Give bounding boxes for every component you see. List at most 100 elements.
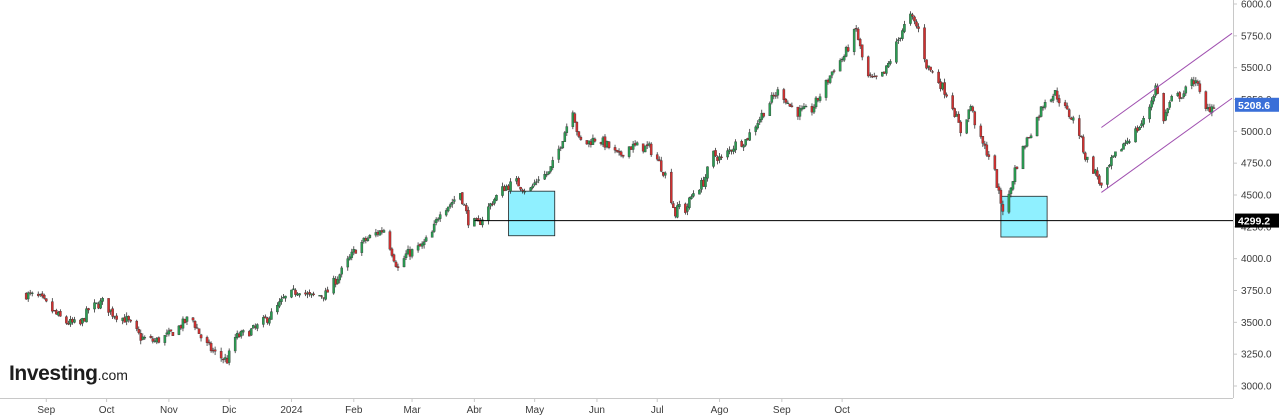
- candle: [981, 135, 985, 147]
- candle-body-down: [115, 315, 118, 320]
- candle: [280, 295, 283, 305]
- candle-body-up: [909, 13, 912, 24]
- candle: [461, 192, 464, 205]
- candle: [718, 153, 721, 164]
- candle: [1009, 187, 1013, 198]
- candle: [593, 137, 597, 143]
- candle: [1210, 104, 1214, 117]
- candle: [788, 103, 792, 107]
- candle: [790, 102, 794, 108]
- candle: [559, 146, 563, 152]
- candle-body-up: [101, 298, 104, 302]
- candle: [856, 27, 860, 41]
- candle: [887, 61, 890, 68]
- y-tick-label: 5000.0: [1241, 127, 1272, 138]
- candle-body-up: [686, 206, 689, 212]
- candle-body-up: [26, 292, 30, 300]
- candle-body-up: [1112, 155, 1115, 158]
- candle: [909, 11, 912, 26]
- candle-body-down: [866, 56, 870, 77]
- candle-body-up: [758, 119, 762, 123]
- candle: [784, 97, 788, 105]
- candle: [284, 295, 287, 302]
- candle: [298, 293, 301, 298]
- candle-body-down: [137, 329, 141, 333]
- candle: [929, 66, 932, 72]
- candle-body-down: [1063, 102, 1067, 106]
- candle: [915, 19, 918, 29]
- candle-body-up: [887, 63, 890, 68]
- candle: [1150, 97, 1153, 111]
- candle: [686, 203, 689, 216]
- candle: [163, 335, 167, 346]
- candle-body-up: [487, 206, 490, 221]
- candle: [1051, 93, 1055, 103]
- candle-body-down: [790, 105, 794, 108]
- candle: [1067, 108, 1071, 119]
- candle: [137, 326, 141, 335]
- candle-body-up: [280, 298, 283, 302]
- candle: [294, 288, 297, 297]
- candle: [971, 105, 975, 113]
- candle-body-up: [844, 47, 848, 57]
- candle: [866, 55, 870, 78]
- candle-body-down: [917, 26, 920, 29]
- candle: [1013, 165, 1017, 185]
- candle-body-up: [292, 288, 295, 290]
- candle: [111, 306, 114, 319]
- x-tick-label: Dic: [222, 405, 236, 416]
- candle-body-up: [340, 267, 343, 275]
- candle: [756, 120, 759, 130]
- candle: [404, 250, 408, 261]
- candle: [396, 263, 400, 271]
- candle-body-up: [676, 205, 679, 218]
- candle: [382, 228, 386, 233]
- candle: [720, 154, 723, 160]
- candle-body-down: [649, 143, 653, 156]
- candle-body-up: [1168, 102, 1171, 108]
- candle: [1043, 99, 1047, 110]
- candle-body-down: [149, 336, 153, 338]
- candle: [889, 59, 892, 66]
- candle: [774, 92, 778, 99]
- candle: [770, 92, 774, 105]
- candle-body-down: [465, 205, 468, 212]
- candle: [545, 171, 548, 178]
- y-tick-label: 3000.0: [1241, 382, 1272, 393]
- candle: [326, 286, 329, 293]
- candle: [491, 201, 494, 207]
- candle-body-down: [1057, 98, 1061, 104]
- candle: [830, 71, 834, 79]
- candle-body-down: [762, 112, 766, 117]
- candle: [495, 194, 498, 202]
- candle-body-down: [913, 16, 916, 22]
- candle-body-down: [995, 169, 999, 188]
- candle-body-up: [776, 89, 780, 96]
- candle: [278, 298, 281, 309]
- candle-body-down: [87, 308, 90, 311]
- candle: [1080, 135, 1083, 139]
- candle-body-up: [838, 60, 842, 72]
- candle-body-up: [802, 106, 806, 109]
- candle-body-down: [937, 71, 940, 84]
- candle-body-up: [927, 65, 930, 68]
- candle: [838, 58, 842, 72]
- candle: [1108, 163, 1111, 168]
- candle-body-up: [804, 106, 808, 108]
- candle-body-down: [999, 189, 1003, 204]
- candle-body-down: [943, 82, 946, 95]
- candle: [181, 316, 185, 332]
- candle: [107, 298, 110, 316]
- candle: [776, 86, 780, 99]
- candle-body-up: [284, 295, 287, 299]
- candle: [1196, 79, 1200, 86]
- candle: [852, 28, 856, 56]
- candle-body-up: [1110, 157, 1113, 166]
- candle-body-down: [911, 14, 914, 17]
- candle-body-up: [378, 230, 382, 236]
- candle-body-up: [241, 330, 245, 333]
- candle-body-up: [452, 199, 456, 202]
- candle: [860, 44, 864, 61]
- candle-body-down: [615, 149, 619, 152]
